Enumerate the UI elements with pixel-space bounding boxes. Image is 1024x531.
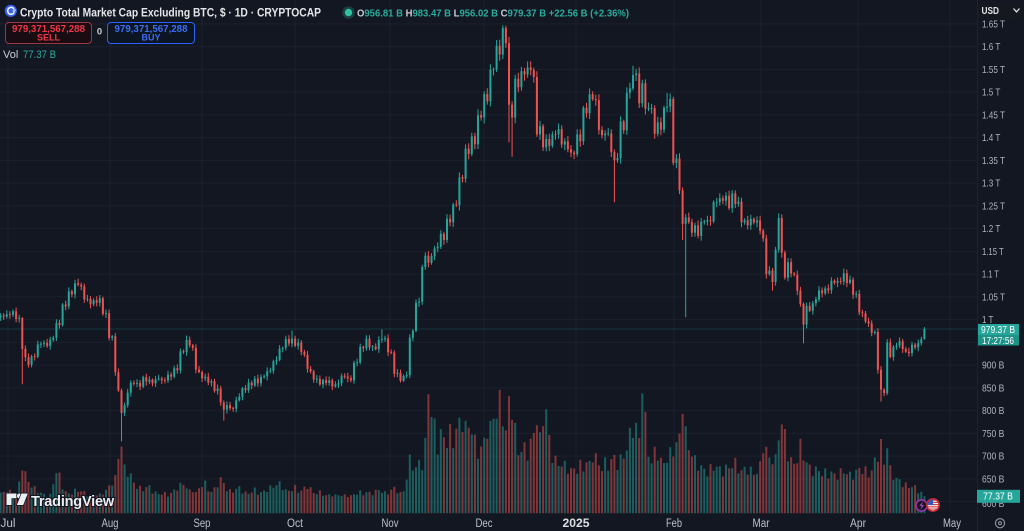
svg-text:2025: 2025 <box>563 518 591 530</box>
svg-text:800 B: 800 B <box>982 405 1004 417</box>
svg-text:1.55 T: 1.55 T <box>982 64 1005 76</box>
svg-text:650 B: 650 B <box>982 474 1004 486</box>
svg-text:900 B: 900 B <box>982 360 1004 372</box>
svg-text:Mar: Mar <box>753 518 770 530</box>
svg-text:Sep: Sep <box>194 518 211 530</box>
svg-text:Jul: Jul <box>1 518 16 530</box>
svg-text:1.1 T: 1.1 T <box>982 269 999 281</box>
svg-text:1.2 T: 1.2 T <box>982 223 1001 235</box>
svg-text:979,371,567,288: 979,371,567,288 <box>115 24 188 35</box>
svg-text:1.3 T: 1.3 T <box>982 178 1001 190</box>
svg-text:979.37 B: 979.37 B <box>981 325 1015 336</box>
svg-text:1.4 T: 1.4 T <box>982 132 1001 144</box>
svg-text:1.45 T: 1.45 T <box>982 110 1005 122</box>
svg-text:BUY: BUY <box>141 33 160 43</box>
svg-text:700 B: 700 B <box>982 451 1004 463</box>
svg-text:850 B: 850 B <box>982 383 1004 395</box>
svg-text:TradingView: TradingView <box>31 494 115 510</box>
svg-text:Feb: Feb <box>666 518 682 530</box>
svg-text:1.6 T: 1.6 T <box>982 41 1001 53</box>
svg-text:Apr: Apr <box>850 518 866 530</box>
svg-text:SELL: SELL <box>37 33 61 43</box>
svg-text:Dec: Dec <box>476 518 493 530</box>
svg-text:77.37 B: 77.37 B <box>983 492 1013 503</box>
svg-text:Aug: Aug <box>102 518 119 530</box>
svg-text:0: 0 <box>97 27 102 38</box>
svg-text:1.35 T: 1.35 T <box>982 155 1005 167</box>
svg-text:979,371,567,288: 979,371,567,288 <box>12 24 85 35</box>
svg-text:Oct: Oct <box>287 518 304 530</box>
svg-text:O956.81 B H983.47 B L956.02 B: O956.81 B H983.47 B L956.02 B C979.37 B … <box>357 8 629 20</box>
svg-text:1.65 T: 1.65 T <box>982 19 1005 31</box>
svg-text:1 T: 1 T <box>982 314 994 326</box>
svg-text:77.37 B: 77.37 B <box>23 49 56 61</box>
svg-text:May: May <box>943 518 961 530</box>
svg-text:17:27:56: 17:27:56 <box>982 336 1014 347</box>
svg-text:USD: USD <box>982 5 1000 17</box>
svg-text:1.15 T: 1.15 T <box>982 246 1004 258</box>
svg-text:750 B: 750 B <box>982 428 1004 440</box>
svg-text:1.25 T: 1.25 T <box>982 201 1005 213</box>
svg-text:Vol: Vol <box>3 49 18 61</box>
svg-text:Crypto Total Market Cap Exclud: Crypto Total Market Cap Excluding BTC, $… <box>20 6 321 20</box>
svg-text:Nov: Nov <box>382 518 399 530</box>
svg-text:1.05 T: 1.05 T <box>982 292 1005 304</box>
svg-text:1.5 T: 1.5 T <box>982 87 1001 99</box>
